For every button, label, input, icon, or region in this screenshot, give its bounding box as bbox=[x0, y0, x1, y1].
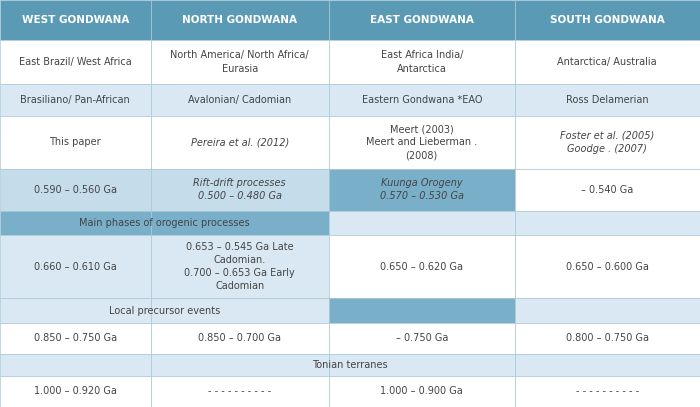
Bar bbox=[0, 0, 150, 39]
Bar bbox=[514, 235, 700, 298]
Bar bbox=[150, 376, 329, 407]
Bar bbox=[0, 210, 150, 235]
Bar bbox=[514, 39, 700, 84]
Bar bbox=[514, 323, 700, 354]
Bar bbox=[150, 169, 329, 210]
Bar bbox=[150, 84, 329, 116]
Bar bbox=[329, 354, 514, 376]
Text: EAST GONDWANA: EAST GONDWANA bbox=[370, 15, 474, 25]
Bar bbox=[514, 84, 700, 116]
Bar bbox=[150, 39, 329, 84]
Bar bbox=[0, 116, 150, 169]
Text: 1.000 – 0.900 Ga: 1.000 – 0.900 Ga bbox=[380, 386, 463, 396]
Bar bbox=[329, 376, 514, 407]
Bar bbox=[0, 39, 150, 84]
Bar bbox=[329, 298, 514, 323]
Text: Foster et al. (2005)
Goodge . (2007): Foster et al. (2005) Goodge . (2007) bbox=[560, 131, 654, 154]
Text: Eastern Gondwana *EAO: Eastern Gondwana *EAO bbox=[361, 95, 482, 105]
Text: East Africa India/
Antarctica: East Africa India/ Antarctica bbox=[381, 50, 463, 74]
Bar bbox=[150, 354, 329, 376]
Text: Tonian terranes: Tonian terranes bbox=[312, 360, 388, 370]
Bar bbox=[0, 323, 150, 354]
Bar bbox=[514, 354, 700, 376]
Bar bbox=[0, 354, 150, 376]
Bar bbox=[329, 84, 514, 116]
Text: Pereira et al. (2012): Pereira et al. (2012) bbox=[190, 137, 289, 147]
Bar bbox=[514, 116, 700, 169]
Text: Brasiliano/ Pan-African: Brasiliano/ Pan-African bbox=[20, 95, 130, 105]
Text: 0.650 – 0.620 Ga: 0.650 – 0.620 Ga bbox=[380, 262, 463, 272]
Bar bbox=[514, 210, 700, 235]
Bar bbox=[0, 376, 150, 407]
Text: Antarctica/ Australia: Antarctica/ Australia bbox=[557, 57, 657, 67]
Text: This paper: This paper bbox=[50, 137, 101, 147]
Bar bbox=[150, 116, 329, 169]
Text: 0.590 – 0.560 Ga: 0.590 – 0.560 Ga bbox=[34, 185, 117, 195]
Text: 0.800 – 0.750 Ga: 0.800 – 0.750 Ga bbox=[566, 333, 649, 344]
Bar bbox=[150, 210, 329, 235]
Bar bbox=[0, 84, 150, 116]
Text: Rift-drift processes
0.500 – 0.480 Ga: Rift-drift processes 0.500 – 0.480 Ga bbox=[193, 178, 286, 201]
Bar bbox=[329, 323, 514, 354]
Text: SOUTH GONDWANA: SOUTH GONDWANA bbox=[550, 15, 664, 25]
Text: 0.653 – 0.545 Ga Late
Cadomian.
0.700 – 0.653 Ga Early
Cadomian: 0.653 – 0.545 Ga Late Cadomian. 0.700 – … bbox=[184, 242, 295, 291]
Bar bbox=[329, 39, 514, 84]
Bar bbox=[329, 0, 514, 39]
Text: 0.660 – 0.610 Ga: 0.660 – 0.610 Ga bbox=[34, 262, 117, 272]
Bar bbox=[329, 210, 514, 235]
Text: WEST GONDWANA: WEST GONDWANA bbox=[22, 15, 129, 25]
Text: NORTH GONDWANA: NORTH GONDWANA bbox=[182, 15, 298, 25]
Bar bbox=[0, 298, 150, 323]
Text: - - - - - - - - - -: - - - - - - - - - - bbox=[575, 386, 639, 396]
Bar bbox=[329, 116, 514, 169]
Text: Avalonian/ Cadomian: Avalonian/ Cadomian bbox=[188, 95, 291, 105]
Bar bbox=[150, 323, 329, 354]
Text: Local precursor events: Local precursor events bbox=[109, 306, 220, 315]
Bar bbox=[514, 376, 700, 407]
Bar bbox=[0, 235, 150, 298]
Text: 0.850 – 0.700 Ga: 0.850 – 0.700 Ga bbox=[198, 333, 281, 344]
Bar bbox=[514, 169, 700, 210]
Bar bbox=[150, 0, 329, 39]
Bar bbox=[150, 235, 329, 298]
Text: Main phases of orogenic processes: Main phases of orogenic processes bbox=[79, 218, 250, 228]
Text: 0.650 – 0.600 Ga: 0.650 – 0.600 Ga bbox=[566, 262, 649, 272]
Text: Ross Delamerian: Ross Delamerian bbox=[566, 95, 649, 105]
Text: Meert (2003)
Meert and Lieberman .
(2008): Meert (2003) Meert and Lieberman . (2008… bbox=[366, 124, 477, 160]
Text: - - - - - - - - - -: - - - - - - - - - - bbox=[208, 386, 272, 396]
Bar bbox=[514, 0, 700, 39]
Text: 1.000 – 0.920 Ga: 1.000 – 0.920 Ga bbox=[34, 386, 117, 396]
Bar bbox=[329, 235, 514, 298]
Text: North America/ North Africa/
Eurasia: North America/ North Africa/ Eurasia bbox=[170, 50, 309, 74]
Bar bbox=[514, 298, 700, 323]
Text: East Brazil/ West Africa: East Brazil/ West Africa bbox=[19, 57, 132, 67]
Text: Kuunga Orogeny
0.570 – 0.530 Ga: Kuunga Orogeny 0.570 – 0.530 Ga bbox=[379, 178, 463, 201]
Text: – 0.540 Ga: – 0.540 Ga bbox=[581, 185, 634, 195]
Bar bbox=[0, 169, 150, 210]
Text: 0.850 – 0.750 Ga: 0.850 – 0.750 Ga bbox=[34, 333, 117, 344]
Bar bbox=[150, 298, 329, 323]
Text: – 0.750 Ga: – 0.750 Ga bbox=[395, 333, 448, 344]
Bar bbox=[329, 169, 514, 210]
